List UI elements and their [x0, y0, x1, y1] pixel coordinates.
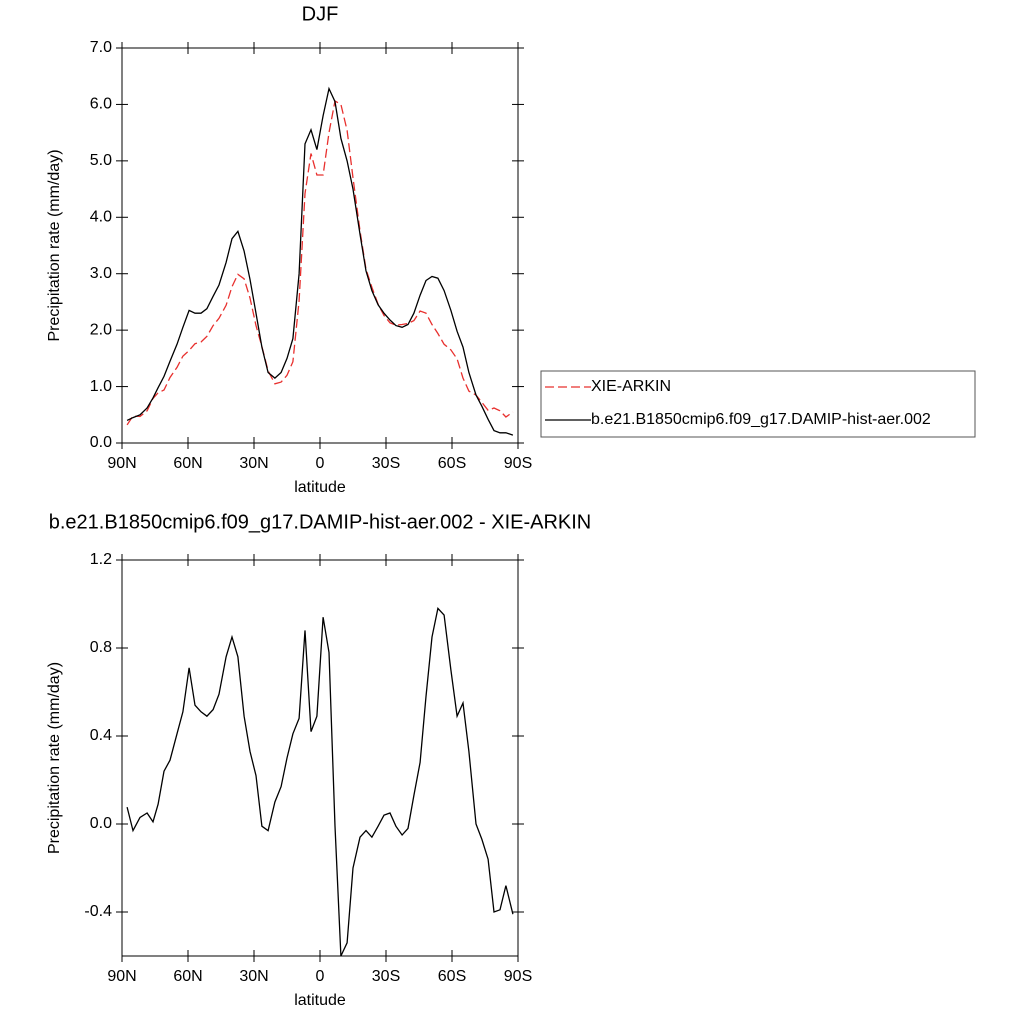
x-tick-label: 90N — [107, 968, 136, 985]
x-axis-label: latitude — [294, 479, 346, 496]
y-tick-label: 0.8 — [90, 639, 112, 656]
y-tick-label: 1.2 — [90, 551, 112, 568]
x-tick-label: 0 — [316, 455, 325, 472]
x-tick-label: 30S — [372, 968, 400, 985]
chart-title: DJF — [302, 3, 339, 25]
data-line — [126, 99, 514, 426]
y-axis-label: Precipitation rate (mm/day) — [46, 662, 63, 854]
y-tick-label: 2.0 — [90, 321, 112, 338]
legend-label: b.e21.B1850cmip6.f09_g17.DAMIP-hist-aer.… — [591, 411, 931, 428]
x-tick-label: 60N — [173, 968, 202, 985]
legend-label: XIE-ARKIN — [591, 378, 671, 395]
y-axis-label: Precipitation rate (mm/day) — [46, 149, 63, 341]
x-tick-label: 30N — [239, 968, 268, 985]
y-tick-label: 5.0 — [90, 152, 112, 169]
y-tick-label: 1.0 — [90, 378, 112, 395]
x-tick-label: 60S — [438, 455, 466, 472]
x-axis-label: latitude — [294, 992, 346, 1009]
legend-box — [540, 370, 976, 438]
y-tick-label: -0.4 — [84, 903, 112, 920]
x-tick-label: 30S — [372, 455, 400, 472]
x-tick-label: 30N — [239, 455, 268, 472]
data-line — [126, 607, 514, 957]
y-tick-label: 0.0 — [90, 815, 112, 832]
x-tick-label: 90S — [504, 455, 532, 472]
data-line — [126, 86, 514, 436]
y-tick-label: 0.0 — [90, 434, 112, 451]
y-tick-label: 0.4 — [90, 727, 112, 744]
plot-frame — [121, 559, 519, 957]
y-tick-label: 4.0 — [90, 209, 112, 226]
chart-title: b.e21.B1850cmip6.f09_g17.DAMIP-hist-aer.… — [49, 511, 592, 533]
y-tick-label: 6.0 — [90, 96, 112, 113]
y-tick-label: 7.0 — [90, 39, 112, 56]
x-tick-label: 90N — [107, 455, 136, 472]
x-tick-label: 0 — [316, 968, 325, 985]
x-tick-label: 90S — [504, 968, 532, 985]
y-tick-label: 3.0 — [90, 265, 112, 282]
x-tick-label: 60S — [438, 968, 466, 985]
x-tick-label: 60N — [173, 455, 202, 472]
plot-frame — [121, 47, 519, 444]
